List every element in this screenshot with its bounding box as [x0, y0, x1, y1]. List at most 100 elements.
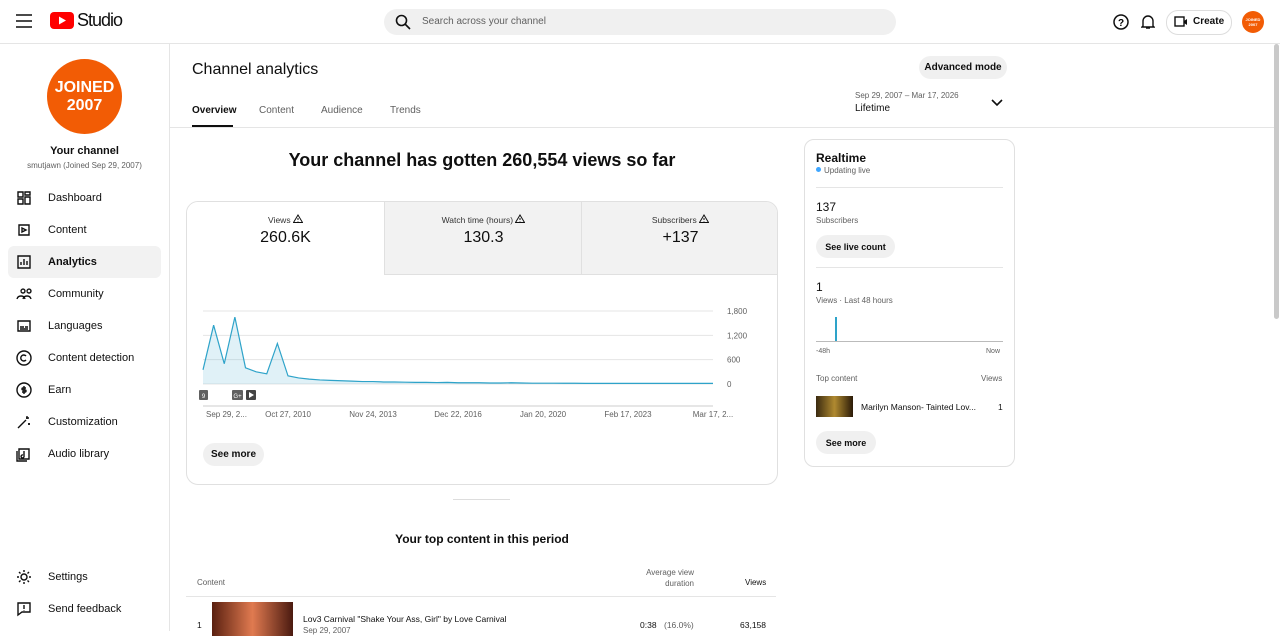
nav-item[interactable]: Earn: [8, 374, 161, 406]
tab[interactable]: Trends: [390, 105, 421, 116]
warning-icon: [292, 214, 304, 223]
date-range[interactable]: Sep 29, 2007 – Mar 17, 2026: [855, 91, 959, 100]
nav-item[interactable]: Content detection: [8, 342, 161, 374]
metric-tab[interactable]: Views 260.6K: [187, 202, 384, 274]
y-tick-label: 1,800: [727, 307, 748, 316]
marker-label: 9: [202, 394, 206, 400]
divider: [186, 596, 776, 597]
nav-item[interactable]: Send feedback: [8, 593, 161, 625]
top-title[interactable]: Marilyn Manson- Tainted Lov...: [861, 402, 976, 412]
logo-icon[interactable]: [50, 12, 74, 29]
channel-title: Your channel: [50, 145, 119, 157]
nav-item[interactable]: Community: [8, 278, 161, 310]
tab-indicator: [192, 125, 233, 127]
nav-label[interactable]: Earn: [48, 384, 72, 396]
y-tick-label: 0: [727, 380, 732, 389]
nav-label[interactable]: Languages: [48, 320, 103, 332]
views-label: Views · Last 48 hours: [816, 296, 893, 305]
nav-item[interactable]: Analytics: [8, 246, 161, 278]
realtime-status: Updating live: [824, 166, 871, 175]
create-button[interactable]: [1166, 10, 1232, 35]
metric-tab[interactable]: Watch time (hours) 130.3: [384, 202, 582, 275]
video-title[interactable]: Lov3 Carnival "Shake Your Ass, Girl" by …: [303, 614, 507, 624]
nav-label[interactable]: Customization: [48, 416, 118, 428]
nav-item[interactable]: Dashboard: [8, 182, 161, 214]
search-box[interactable]: [384, 9, 896, 35]
nav-icon: [16, 288, 32, 300]
views-column: Views: [981, 374, 1003, 383]
rank: 1: [197, 620, 202, 630]
channel-avatar[interactable]: JOINED 2007: [47, 59, 122, 134]
metric-tab[interactable]: Subscribers +137: [581, 202, 777, 275]
account-avatar[interactable]: JOINED 2007: [1242, 11, 1264, 33]
baseline: [816, 341, 1003, 342]
top-bar: [0, 0, 1280, 44]
divider: [169, 44, 170, 631]
x-tick-label: Sep 29, 2...: [206, 410, 247, 419]
logo[interactable]: Studio: [77, 10, 123, 30]
column-header: Views: [745, 578, 767, 587]
see-more-button[interactable]: See more: [816, 431, 876, 454]
channel-subtitle: smutjawn (Joined Sep 29, 2007): [27, 161, 142, 170]
live-dot: [816, 167, 821, 172]
nav-icon: [17, 416, 30, 429]
nav-item[interactable]: Audio library: [8, 438, 161, 470]
create-label[interactable]: Create: [1193, 16, 1225, 27]
see-more-button[interactable]: See more: [203, 443, 264, 466]
nav-label[interactable]: Community: [48, 288, 104, 300]
views-chart: 0 600 1,200 1,800 Sep 29, 2... Oct 27, 2010 No…: [199, 307, 748, 419]
nav-label[interactable]: Dashboard: [48, 192, 102, 204]
realtime-bar: [835, 317, 837, 341]
tab[interactable]: Audience: [321, 105, 363, 116]
nav-item[interactable]: Settings: [8, 561, 161, 593]
play-icon: [249, 392, 254, 398]
x-tick-label: Nov 24, 2013: [349, 410, 397, 419]
nav-label[interactable]: Content: [48, 224, 87, 236]
divider: [170, 127, 1274, 128]
views-value: 1: [816, 280, 823, 294]
duration: 0:38: [640, 620, 657, 630]
thumbnail[interactable]: [816, 396, 853, 417]
nav-item[interactable]: Content: [8, 214, 161, 246]
svg-text:?: ?: [1118, 18, 1124, 29]
column-header: Content: [197, 578, 226, 587]
x-tick-label: Feb 17, 2023: [604, 410, 652, 419]
axis-start: -48h: [816, 348, 831, 355]
period[interactable]: Lifetime: [855, 103, 891, 114]
nav-label[interactable]: Analytics: [48, 256, 97, 268]
divider: [816, 267, 1003, 268]
search-icon[interactable]: [395, 14, 411, 30]
chevron[interactable]: [991, 99, 1003, 107]
advanced-mode-button[interactable]: Advanced mode: [919, 56, 1007, 79]
metric-value: 130.3: [463, 229, 504, 246]
live-count-button[interactable]: See live count: [816, 235, 895, 258]
search-placeholder[interactable]: Search across your channel: [422, 16, 546, 27]
axis-end: Now: [986, 348, 1001, 355]
metric-value: +137: [662, 229, 699, 246]
row-views: 63,158: [740, 620, 766, 630]
y-tick-label: 600: [727, 356, 741, 365]
thumbnail[interactable]: [212, 602, 293, 636]
column-header: Average view duration: [646, 568, 694, 588]
nav-label[interactable]: Send feedback: [48, 603, 122, 615]
avatar-line: JOINED: [54, 78, 115, 96]
top-views: 1: [998, 402, 1003, 412]
y-tick-label: 1,200: [727, 331, 748, 340]
metric-label: Watch time (hours): [385, 214, 582, 225]
scrollbar[interactable]: [1274, 44, 1279, 319]
nav-label[interactable]: Audio library: [48, 448, 110, 460]
percent: (16.0%): [664, 620, 694, 630]
notification-icon[interactable]: [1141, 14, 1155, 30]
line: [202, 316, 713, 384]
menu-icon[interactable]: [16, 14, 32, 28]
nav-item[interactable]: Languages: [8, 310, 161, 342]
nav-label[interactable]: Settings: [48, 571, 88, 583]
marker-box: [199, 390, 208, 400]
marker-box: [232, 390, 243, 400]
nav-label[interactable]: Content detection: [48, 352, 135, 364]
tab[interactable]: Content: [259, 105, 295, 116]
help-icon[interactable]: ?: [1113, 14, 1129, 30]
tab[interactable]: Overview: [192, 105, 237, 116]
nav-item[interactable]: Customization: [8, 406, 161, 438]
